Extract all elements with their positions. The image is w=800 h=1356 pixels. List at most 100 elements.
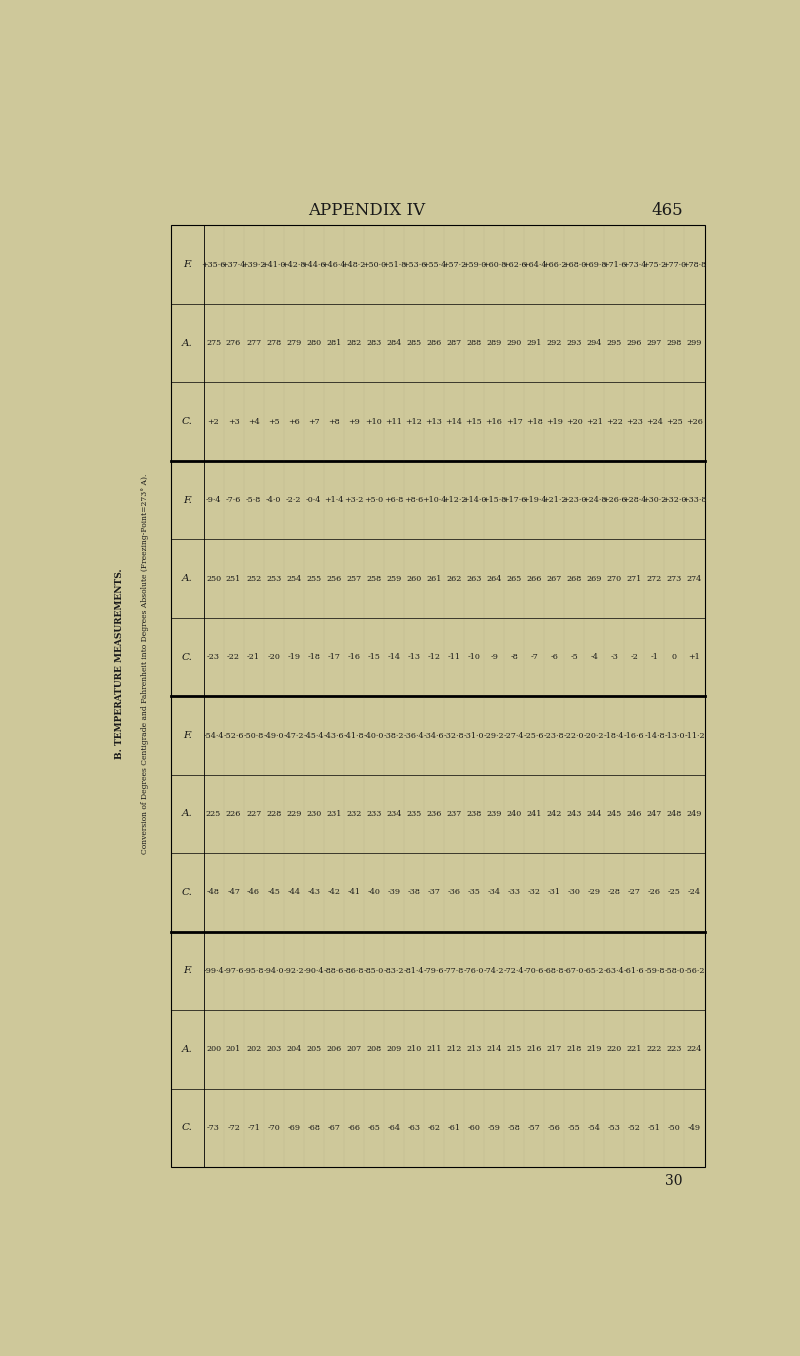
- Text: +69·8: +69·8: [582, 260, 606, 268]
- Text: -77·8: -77·8: [444, 967, 464, 975]
- Text: -72·4: -72·4: [504, 967, 524, 975]
- Text: 270: 270: [606, 575, 622, 583]
- Text: -47·2: -47·2: [283, 731, 304, 739]
- Text: 276: 276: [226, 339, 242, 347]
- Text: 247: 247: [646, 810, 662, 818]
- Text: 204: 204: [286, 1045, 302, 1054]
- Text: 253: 253: [266, 575, 282, 583]
- Text: 200: 200: [206, 1045, 221, 1054]
- Text: 234: 234: [386, 810, 402, 818]
- Text: -49·0: -49·0: [263, 731, 284, 739]
- Text: +64·4: +64·4: [522, 260, 546, 268]
- Text: +20: +20: [566, 418, 582, 426]
- Text: -99·4: -99·4: [203, 967, 224, 975]
- Text: 229: 229: [286, 810, 302, 818]
- Text: -31: -31: [548, 888, 561, 896]
- Text: -46: -46: [247, 888, 260, 896]
- Text: 282: 282: [346, 339, 362, 347]
- Text: -42: -42: [327, 888, 340, 896]
- Text: 208: 208: [366, 1045, 382, 1054]
- Text: -56·2: -56·2: [684, 967, 705, 975]
- Text: C.: C.: [182, 652, 193, 662]
- Text: 265: 265: [506, 575, 522, 583]
- Text: -51: -51: [648, 1124, 661, 1132]
- Text: +13: +13: [426, 418, 442, 426]
- Text: +55·4: +55·4: [422, 260, 446, 268]
- Text: +59·0: +59·0: [462, 260, 486, 268]
- Text: 0: 0: [672, 654, 677, 660]
- Text: 215: 215: [506, 1045, 522, 1054]
- Text: -20: -20: [267, 654, 280, 660]
- Text: -11·2: -11·2: [684, 731, 705, 739]
- Text: -71: -71: [247, 1124, 260, 1132]
- Text: -26: -26: [648, 888, 661, 896]
- Text: 251: 251: [226, 575, 242, 583]
- Text: 250: 250: [206, 575, 221, 583]
- Text: 272: 272: [646, 575, 662, 583]
- Text: 220: 220: [606, 1045, 622, 1054]
- Text: -29: -29: [588, 888, 601, 896]
- Text: -58·0: -58·0: [664, 967, 685, 975]
- Text: -53: -53: [608, 1124, 621, 1132]
- Text: 279: 279: [286, 339, 302, 347]
- Text: -94·0: -94·0: [263, 967, 284, 975]
- Text: 255: 255: [306, 575, 322, 583]
- Text: 244: 244: [586, 810, 602, 818]
- Text: F.: F.: [183, 260, 192, 268]
- Text: -88·6: -88·6: [324, 967, 344, 975]
- Text: 258: 258: [366, 575, 382, 583]
- Text: +5·0: +5·0: [364, 496, 383, 504]
- Text: -52: -52: [628, 1124, 641, 1132]
- Text: 224: 224: [686, 1045, 702, 1054]
- Text: -36·4: -36·4: [404, 731, 424, 739]
- Text: -2·2: -2·2: [286, 496, 302, 504]
- Text: -64: -64: [387, 1124, 401, 1132]
- Text: -14·8: -14·8: [644, 731, 665, 739]
- Text: 281: 281: [326, 339, 342, 347]
- Text: 261: 261: [426, 575, 442, 583]
- Text: -18: -18: [307, 654, 320, 660]
- Text: 216: 216: [526, 1045, 542, 1054]
- Text: -62: -62: [427, 1124, 441, 1132]
- Text: C.: C.: [182, 888, 193, 896]
- Text: -8: -8: [510, 654, 518, 660]
- Text: 295: 295: [606, 339, 622, 347]
- Text: -7: -7: [530, 654, 538, 660]
- Text: -40·0: -40·0: [364, 731, 384, 739]
- Text: 214: 214: [486, 1045, 502, 1054]
- Text: -25: -25: [668, 888, 681, 896]
- Text: +21·2: +21·2: [542, 496, 566, 504]
- Text: -73: -73: [207, 1124, 220, 1132]
- Text: -48: -48: [207, 888, 220, 896]
- Text: 221: 221: [626, 1045, 642, 1054]
- Text: -61: -61: [447, 1124, 461, 1132]
- Text: +4: +4: [248, 418, 259, 426]
- Text: 217: 217: [546, 1045, 562, 1054]
- Text: 225: 225: [206, 810, 221, 818]
- Text: -14: -14: [387, 654, 401, 660]
- Text: +23·0: +23·0: [562, 496, 586, 504]
- Text: +51·8: +51·8: [382, 260, 406, 268]
- Text: -90·4: -90·4: [303, 967, 324, 975]
- Text: +12·2: +12·2: [442, 496, 466, 504]
- Text: -85·0: -85·0: [364, 967, 384, 975]
- Text: C.: C.: [182, 1123, 193, 1132]
- Text: -86·8: -86·8: [344, 967, 364, 975]
- Text: -68·8: -68·8: [544, 967, 564, 975]
- Text: +8·6: +8·6: [404, 496, 423, 504]
- Text: +24·8: +24·8: [582, 496, 606, 504]
- Text: +78·8: +78·8: [682, 260, 706, 268]
- Text: 239: 239: [486, 810, 502, 818]
- Text: -74·2: -74·2: [484, 967, 504, 975]
- Text: +42·8: +42·8: [282, 260, 306, 268]
- Text: -52·6: -52·6: [223, 731, 244, 739]
- Text: -15: -15: [367, 654, 380, 660]
- Text: -28: -28: [608, 888, 621, 896]
- Text: +17·6: +17·6: [502, 496, 526, 504]
- Text: -59·8: -59·8: [644, 967, 665, 975]
- Text: 256: 256: [326, 575, 342, 583]
- Text: 241: 241: [526, 810, 542, 818]
- Text: 218: 218: [566, 1045, 582, 1054]
- Text: -0·4: -0·4: [306, 496, 322, 504]
- Text: A.: A.: [182, 810, 193, 819]
